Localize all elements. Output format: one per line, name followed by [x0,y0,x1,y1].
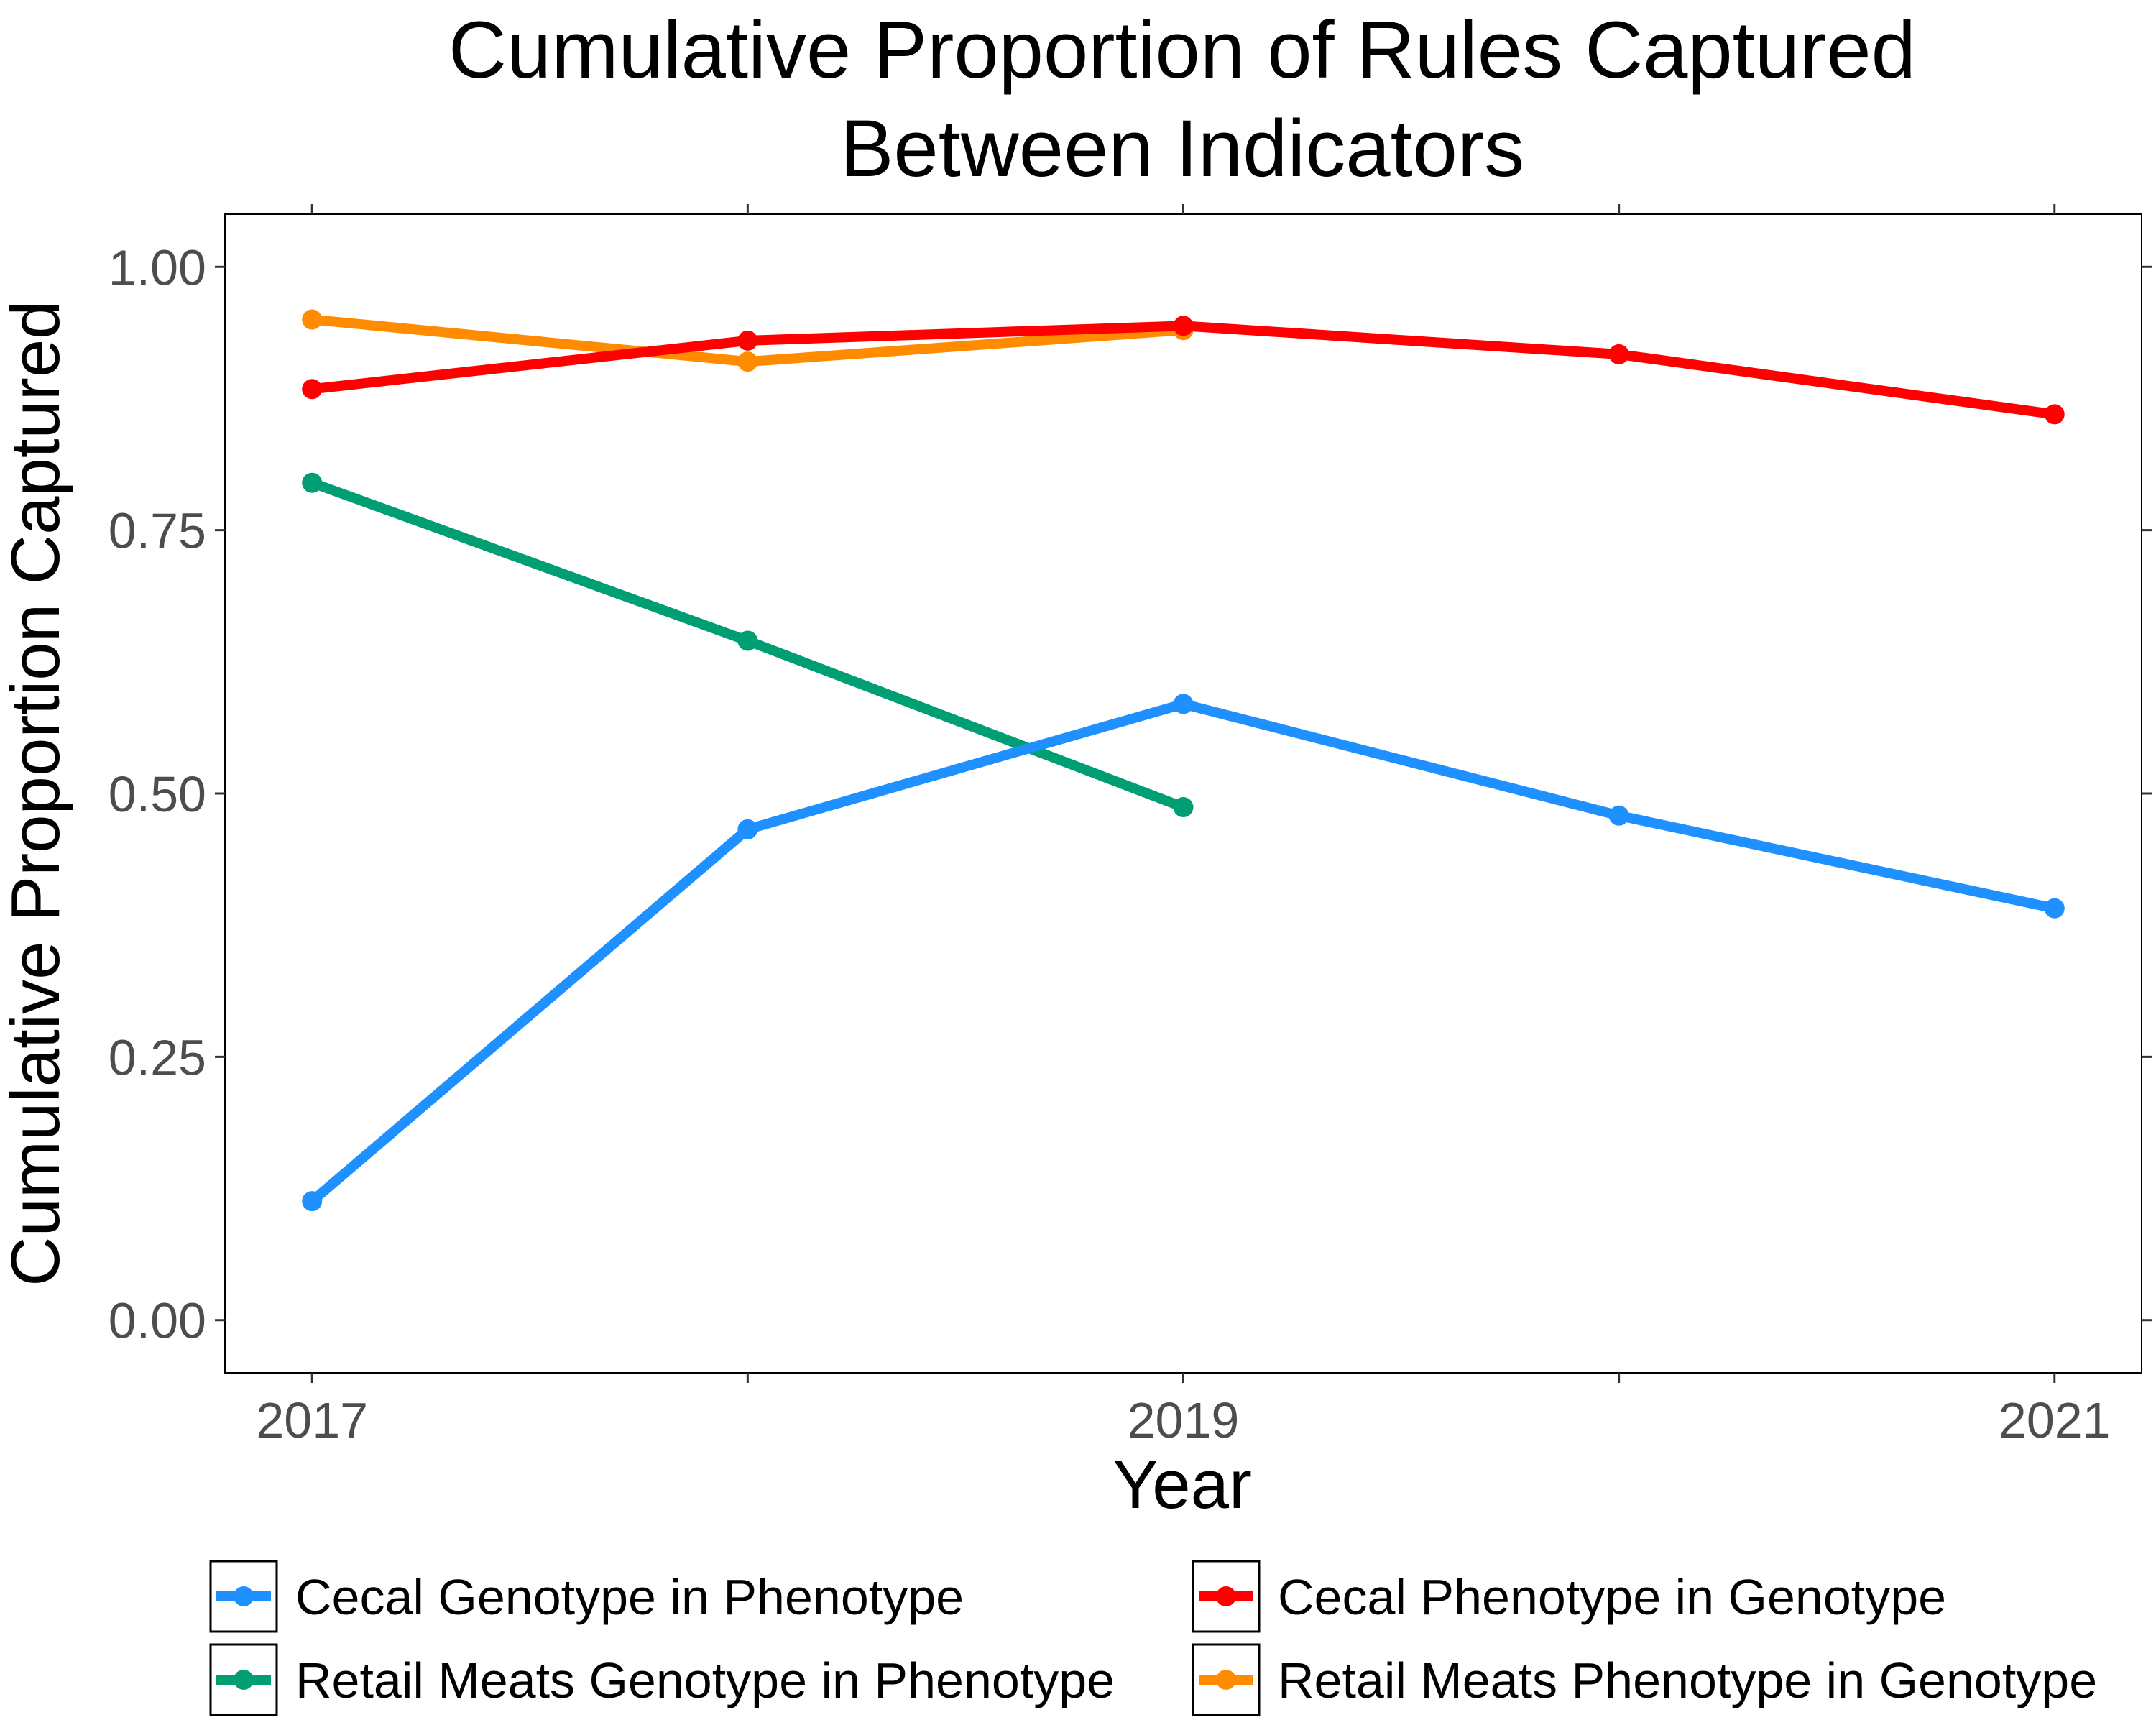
y-tick-label: 0.00 [109,1293,206,1349]
legend-label: Retail Meats Phenotype in Genotype [1278,1652,2097,1708]
legend-item: Retail Meats Genotype in Phenotype [209,1643,1115,1716]
x-tick-label: 2021 [1999,1392,2111,1448]
data-point [1173,316,1194,336]
legend-item: Cecal Genotype in Phenotype [209,1560,964,1633]
legend-item: Retail Meats Phenotype in Genotype [1192,1643,2097,1716]
chart-title-line-2: Between Indicators [840,104,1525,193]
data-point [302,309,323,330]
y-tick-label: 0.25 [109,1029,206,1085]
y-axis: 0.00 0.25 0.50 0.75 1.00 [109,239,2152,1349]
legend-key-point [1216,1586,1236,1606]
data-point [737,351,758,372]
series-layer [302,309,2065,1212]
legend-key-point [234,1586,254,1606]
data-point [1608,344,1629,364]
data-point [302,379,323,400]
y-tick-label: 0.50 [109,766,206,822]
legend: Cecal Genotype in Phenotype Cecal Phenoty… [209,1560,2097,1716]
y-axis-title: Cumulative Proportion Captured [0,300,74,1286]
data-point [737,819,758,840]
y-tick-label: 1.00 [109,239,206,295]
data-point [1608,805,1629,826]
data-point [2044,404,2065,425]
data-point [2044,898,2065,919]
legend-item: Cecal Phenotype in Genotype [1192,1560,1946,1633]
legend-label: Cecal Phenotype in Genotype [1278,1569,1946,1625]
legend-label: Cecal Genotype in Phenotype [295,1569,964,1625]
y-tick-label: 0.75 [109,503,206,559]
data-point [1173,694,1194,714]
x-tick-label: 2019 [1128,1392,1240,1448]
series-0 [302,694,2065,1212]
x-axis-title: Year [1112,1446,1252,1523]
x-tick-label: 2017 [256,1392,368,1448]
data-point [302,472,323,493]
x-axis: 2017 2019 2021 [256,204,2111,1448]
series-1 [302,316,2065,425]
data-point [302,1191,323,1212]
legend-key-point [1216,1670,1236,1690]
data-point [737,630,758,651]
data-point [737,330,758,351]
legend-label: Retail Meats Genotype in Phenotype [295,1652,1115,1708]
legend-key-point [234,1670,254,1690]
plot-panel [224,213,2142,1374]
chart-title-line-1: Cumulative Proportion of Rules Captured [448,5,1916,95]
data-point [1173,797,1194,818]
series-2 [302,472,1194,818]
